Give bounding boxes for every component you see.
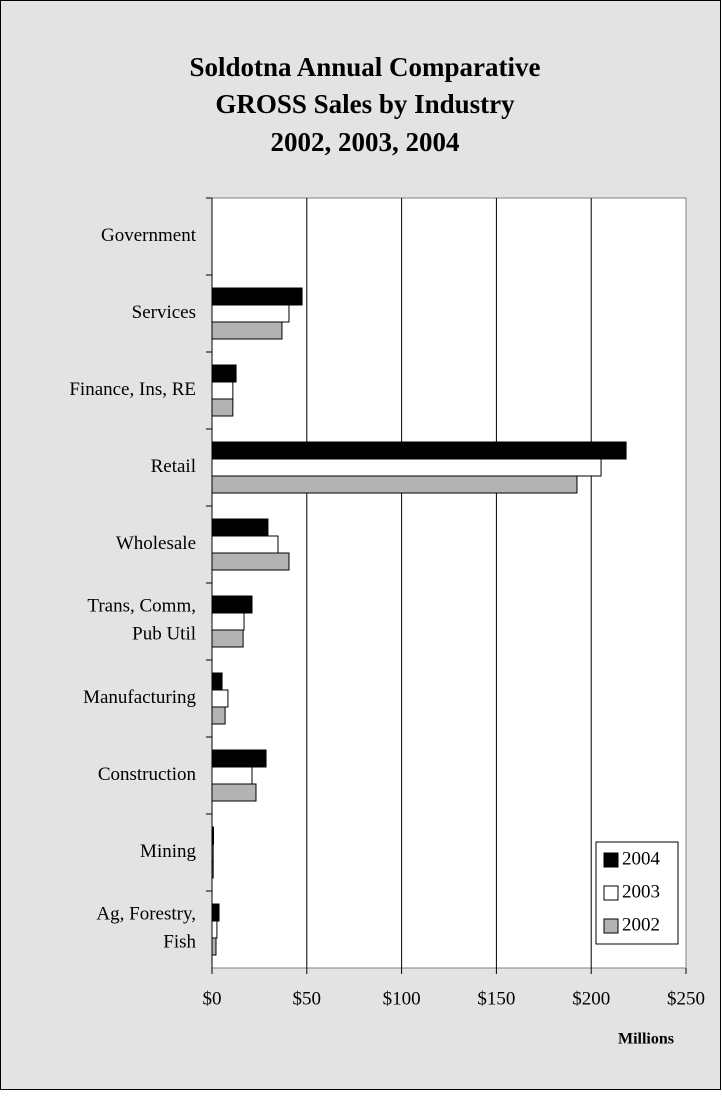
bar (211, 860, 214, 879)
bar (211, 287, 303, 306)
bar (211, 458, 602, 477)
bar (211, 398, 234, 417)
bar (211, 518, 269, 537)
x-tick-label: $0 (203, 988, 222, 1009)
bar (211, 475, 578, 494)
bar (211, 783, 257, 802)
bar (211, 826, 215, 845)
bar (211, 321, 283, 340)
x-tick-label: $100 (383, 988, 421, 1009)
bar (211, 612, 245, 631)
y-tick-label: Ag, Forestry, Fish (96, 904, 196, 953)
x-tick-label: $150 (477, 988, 515, 1009)
bar (211, 706, 226, 725)
bar (211, 535, 279, 554)
bar (211, 304, 290, 323)
y-tick-label: Services (132, 302, 196, 323)
chart-title: GROSS Sales by Industry (215, 89, 515, 119)
x-tick-label: $250 (667, 988, 705, 1009)
bar (211, 672, 223, 691)
bar (211, 937, 217, 956)
y-tick-label: Finance, Ins, RE (69, 379, 196, 400)
chart-title: 2002, 2003, 2004 (271, 127, 460, 157)
legend-swatch (603, 918, 619, 934)
bar (211, 920, 218, 939)
legend-label: 2004 (622, 848, 661, 869)
x-axis-label: Millions (618, 1031, 674, 1048)
bar (211, 441, 627, 460)
legend-label: 2002 (622, 914, 660, 935)
bar (211, 749, 267, 768)
bar (211, 381, 234, 400)
y-tick-label: Mining (140, 841, 196, 862)
bar (211, 766, 253, 785)
y-tick-label: Manufacturing (83, 687, 196, 708)
plot-area (211, 197, 687, 969)
y-tick-label: Retail (151, 456, 196, 477)
bar (211, 689, 229, 708)
chart-title: Soldotna Annual Comparative (189, 52, 540, 82)
bar (211, 843, 214, 862)
y-tick-label: Construction (98, 764, 197, 785)
bar (211, 552, 290, 571)
y-tick-label: Wholesale (116, 533, 196, 554)
x-tick-label: $200 (572, 988, 610, 1009)
bar (211, 364, 237, 383)
x-tick-label: $50 (293, 988, 322, 1009)
legend-swatch (603, 885, 619, 901)
bar (211, 595, 253, 614)
y-tick-label: Government (101, 225, 197, 246)
bar (211, 903, 220, 922)
legend-swatch (603, 852, 619, 868)
legend-label: 2003 (622, 881, 660, 902)
bar (211, 629, 244, 648)
y-tick-label: Trans, Comm, Pub Util (87, 596, 196, 645)
